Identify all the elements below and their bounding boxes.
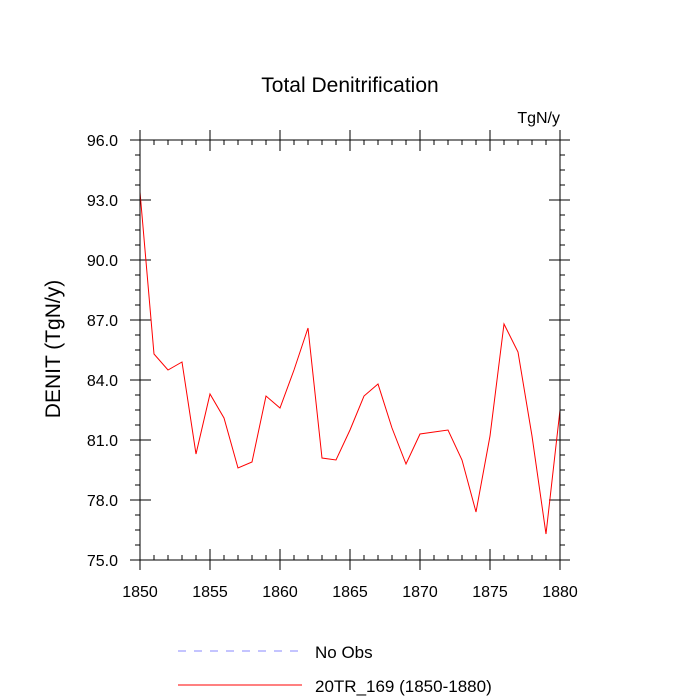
chart-title: Total Denitrification xyxy=(261,74,438,97)
y-axis-label: DENIT (TgN/y) xyxy=(42,280,65,418)
data-point xyxy=(433,431,435,433)
data-point xyxy=(279,407,281,409)
legend: No Obs 20TR_169 (1850-1880) xyxy=(178,643,492,696)
data-point xyxy=(321,457,323,459)
series-line xyxy=(139,191,561,535)
data-point xyxy=(251,461,253,463)
data-point xyxy=(237,467,239,469)
data-point xyxy=(475,511,477,513)
x-tick-label: 1880 xyxy=(542,584,578,601)
y-tick-label: 93.0 xyxy=(87,193,118,210)
data-point xyxy=(293,369,295,371)
data-point xyxy=(531,435,533,437)
x-tick-label: 1875 xyxy=(472,584,508,601)
y-tick-label: 81.0 xyxy=(87,433,118,450)
x-tick-label: 1855 xyxy=(192,584,228,601)
data-point xyxy=(391,427,393,429)
y-tick-label: 78.0 xyxy=(87,493,118,510)
data-point xyxy=(167,369,169,371)
x-tick-label: 1860 xyxy=(262,584,298,601)
y-tick-label: 75.0 xyxy=(87,553,118,570)
x-tick-label: 1850 xyxy=(122,584,158,601)
y-tick-label: 90.0 xyxy=(87,253,118,270)
data-point xyxy=(503,323,505,325)
data-point xyxy=(307,327,309,329)
x-tick-labels: 1850 1855 1860 1865 1870 1875 1880 xyxy=(122,584,578,601)
data-point xyxy=(489,435,491,437)
data-point xyxy=(377,383,379,385)
x-tick-label: 1870 xyxy=(402,584,438,601)
data-point xyxy=(349,429,351,431)
data-point xyxy=(265,395,267,397)
data-point xyxy=(447,429,449,431)
data-point xyxy=(461,459,463,461)
series-layer xyxy=(139,191,561,535)
y-tick-label: 87.0 xyxy=(87,313,118,330)
y-tick-label: 96.0 xyxy=(87,133,118,150)
units-label: TgN/y xyxy=(517,110,560,127)
major-ticks xyxy=(130,130,570,570)
data-point xyxy=(419,433,421,435)
data-point xyxy=(209,393,211,395)
data-point xyxy=(153,353,155,355)
data-point xyxy=(517,351,519,353)
data-point xyxy=(223,417,225,419)
data-point xyxy=(545,533,547,535)
legend-label: 20TR_169 (1850-1880) xyxy=(315,677,492,696)
data-point xyxy=(363,395,365,397)
data-point xyxy=(181,361,183,363)
y-tick-labels: 75.0 78.0 81.0 84.0 87.0 90.0 93.0 96.0 xyxy=(87,133,118,570)
data-point xyxy=(335,459,337,461)
data-point xyxy=(405,463,407,465)
y-tick-label: 84.0 xyxy=(87,373,118,390)
legend-label: No Obs xyxy=(315,643,373,662)
data-point xyxy=(195,453,197,455)
x-tick-label: 1865 xyxy=(332,584,368,601)
plot-frame xyxy=(139,139,561,561)
